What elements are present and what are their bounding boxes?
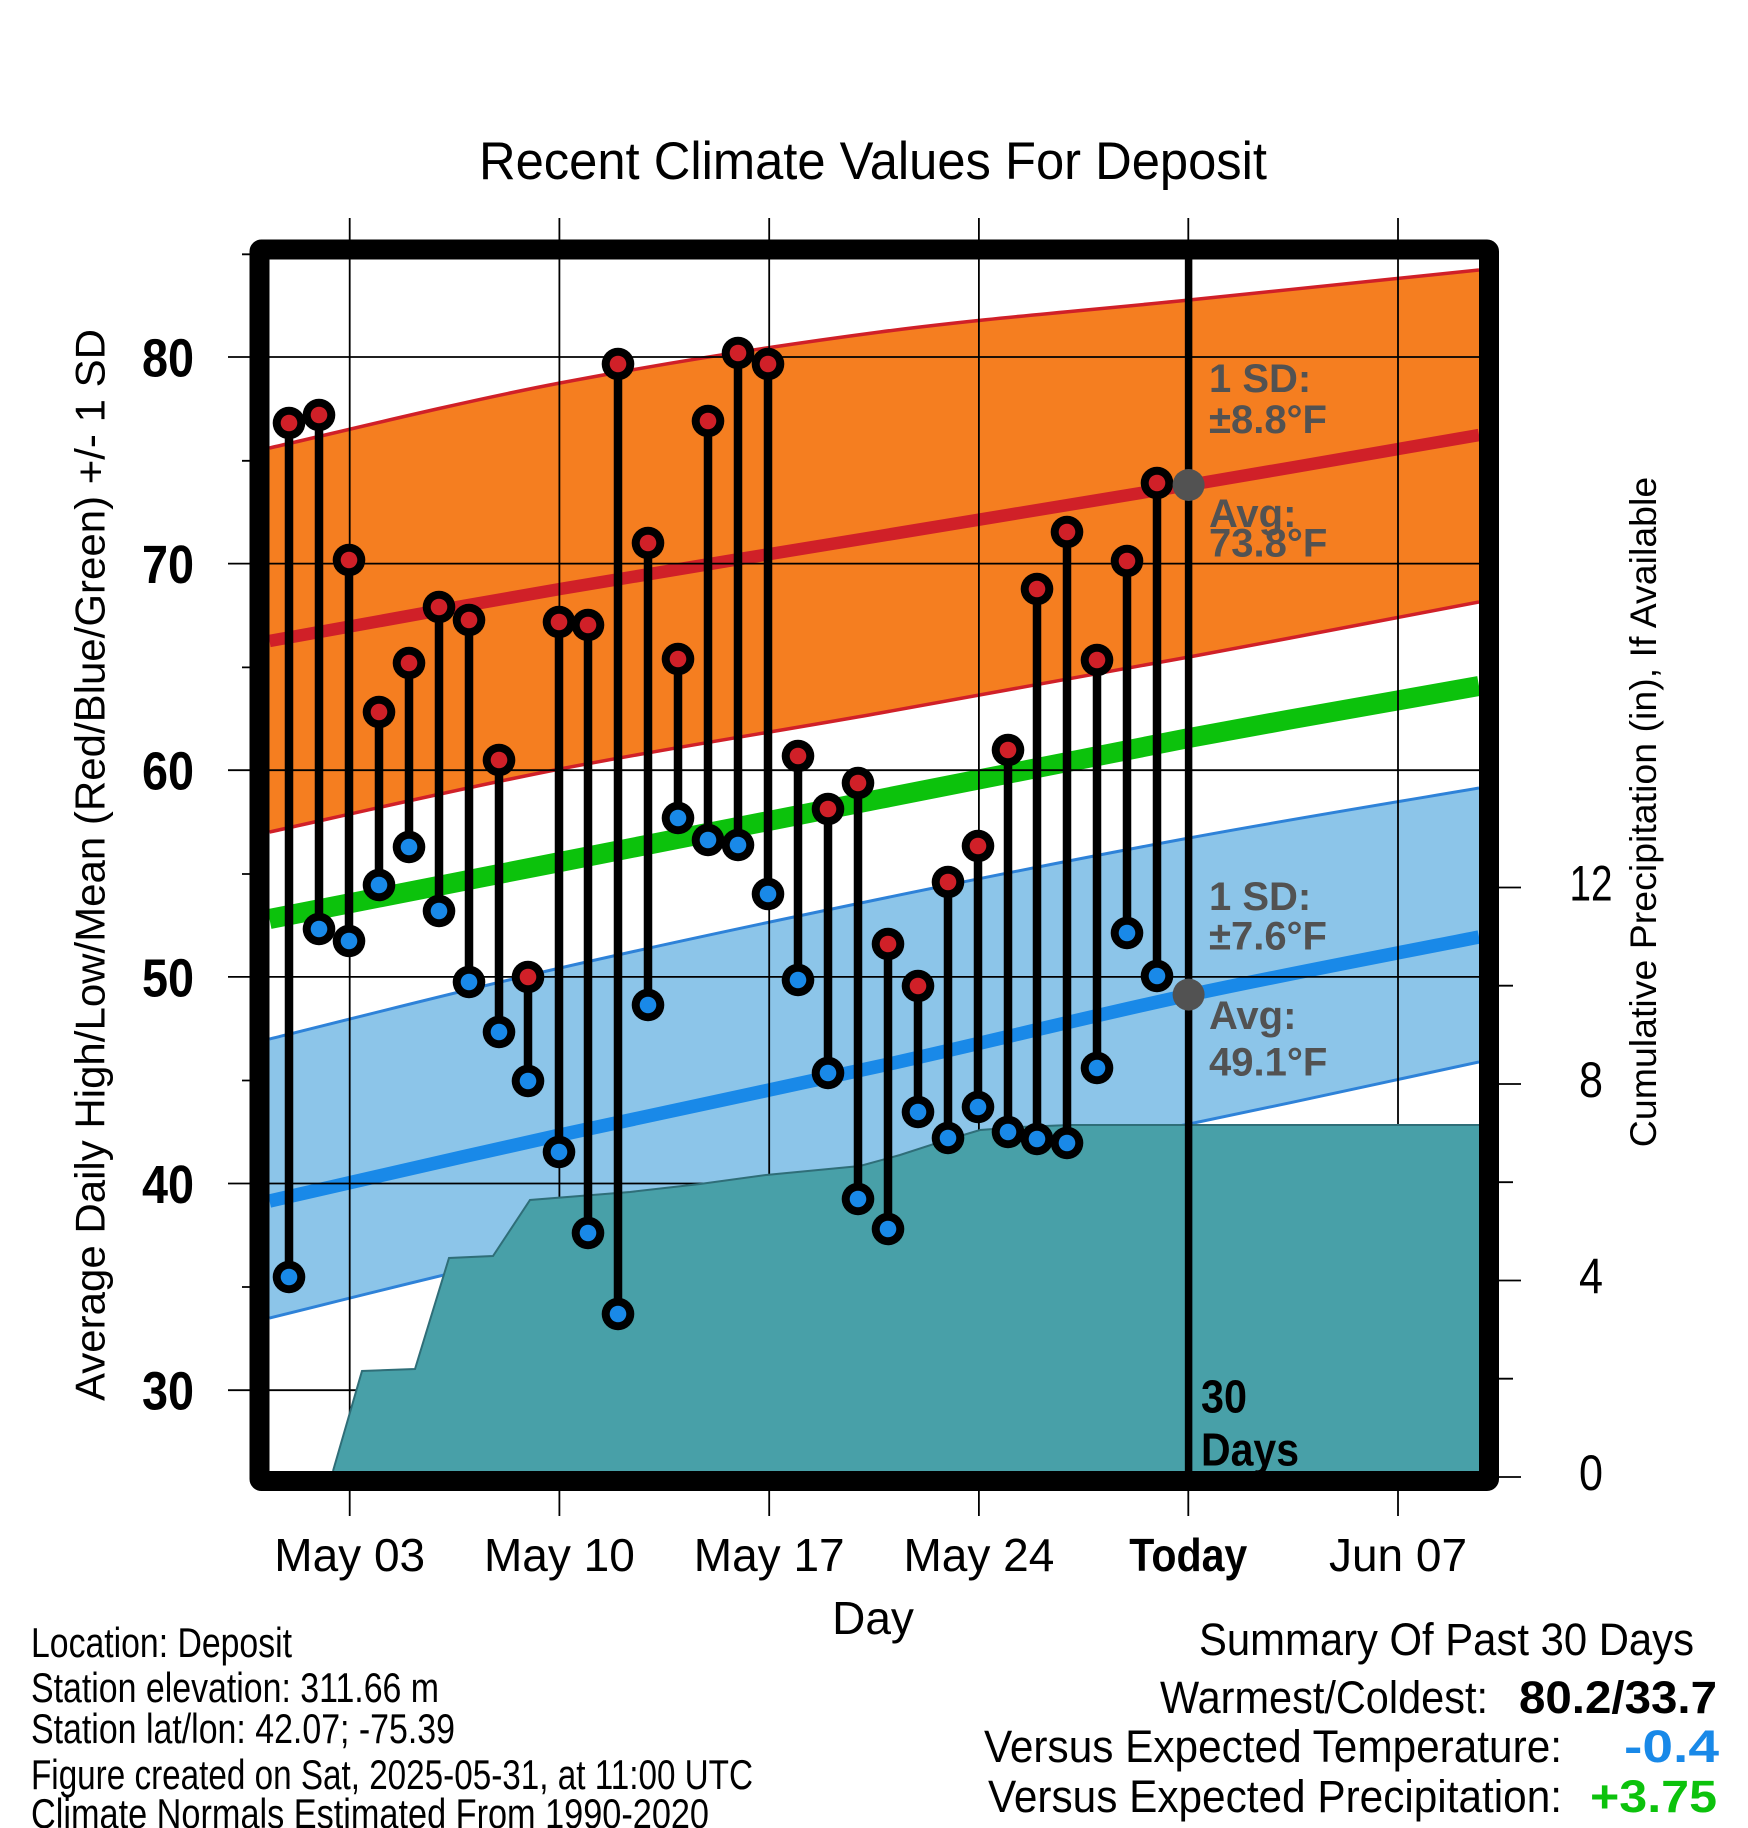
- svg-text:Climate Normals Estimated From: Climate Normals Estimated From 1990-2020: [31, 1790, 709, 1828]
- svg-text:80: 80: [142, 329, 194, 389]
- svg-text:40: 40: [142, 1155, 194, 1215]
- svg-text:-0.4: -0.4: [1624, 1721, 1719, 1772]
- svg-text:12: 12: [1570, 856, 1613, 912]
- svg-text:49.1°F: 49.1°F: [1209, 1041, 1327, 1085]
- svg-text:Jun 07: Jun 07: [1329, 1529, 1467, 1581]
- svg-text:Warmest/Coldest:: Warmest/Coldest:: [1160, 1672, 1488, 1723]
- svg-text:Station lat/lon: 42.07; -75.39: Station lat/lon: 42.07; -75.39: [31, 1705, 455, 1752]
- svg-text:4: 4: [1579, 1249, 1603, 1305]
- svg-text:Versus Expected Temperature:: Versus Expected Temperature:: [984, 1721, 1562, 1772]
- svg-text:May 24: May 24: [903, 1529, 1054, 1581]
- svg-text:Avg:: Avg:: [1209, 994, 1296, 1038]
- svg-text:30: 30: [142, 1362, 194, 1422]
- svg-text:May 10: May 10: [484, 1529, 635, 1581]
- svg-text:50: 50: [142, 948, 194, 1008]
- svg-text:60: 60: [142, 742, 194, 802]
- svg-text:Day: Day: [832, 1592, 914, 1644]
- svg-text:80.2/33.7: 80.2/33.7: [1519, 1672, 1717, 1723]
- svg-text:0: 0: [1579, 1445, 1603, 1501]
- svg-text:Today: Today: [1129, 1529, 1247, 1581]
- svg-text:Average Daily High/Low/Mean (R: Average Daily High/Low/Mean (Red/Blue/Gr…: [67, 329, 114, 1401]
- svg-text:May 17: May 17: [694, 1529, 845, 1581]
- svg-text:Figure created on Sat, 2025-05: Figure created on Sat, 2025-05-31, at 11…: [31, 1751, 753, 1798]
- svg-text:1 SD:: 1 SD:: [1209, 875, 1311, 919]
- svg-text:Versus Expected Precipitation:: Versus Expected Precipitation:: [988, 1771, 1562, 1822]
- svg-text:±8.8°F: ±8.8°F: [1209, 398, 1327, 442]
- svg-text:70: 70: [142, 535, 194, 595]
- svg-text:±7.6°F: ±7.6°F: [1209, 915, 1327, 959]
- svg-text:30: 30: [1201, 1371, 1247, 1423]
- svg-text:+3.75: +3.75: [1590, 1771, 1717, 1822]
- svg-text:Avg:: Avg:: [1209, 492, 1296, 536]
- svg-text:Summary Of Past 30 Days: Summary Of Past 30 Days: [1199, 1614, 1694, 1665]
- svg-text:Location: Deposit: Location: Deposit: [31, 1619, 292, 1666]
- svg-text:May 03: May 03: [274, 1529, 425, 1581]
- svg-text:1 SD:: 1 SD:: [1209, 357, 1311, 401]
- svg-text:Recent Climate Values For Depo: Recent Climate Values For Deposit: [479, 132, 1267, 191]
- svg-text:73.8°F: 73.8°F: [1209, 522, 1327, 566]
- svg-text:Days: Days: [1201, 1424, 1299, 1476]
- svg-text:Cumulative Precipitation (in),: Cumulative Precipitation (in), If Availa…: [1622, 477, 1664, 1147]
- svg-text:8: 8: [1579, 1052, 1603, 1108]
- svg-text:Station elevation: 311.66 m: Station elevation: 311.66 m: [31, 1664, 439, 1711]
